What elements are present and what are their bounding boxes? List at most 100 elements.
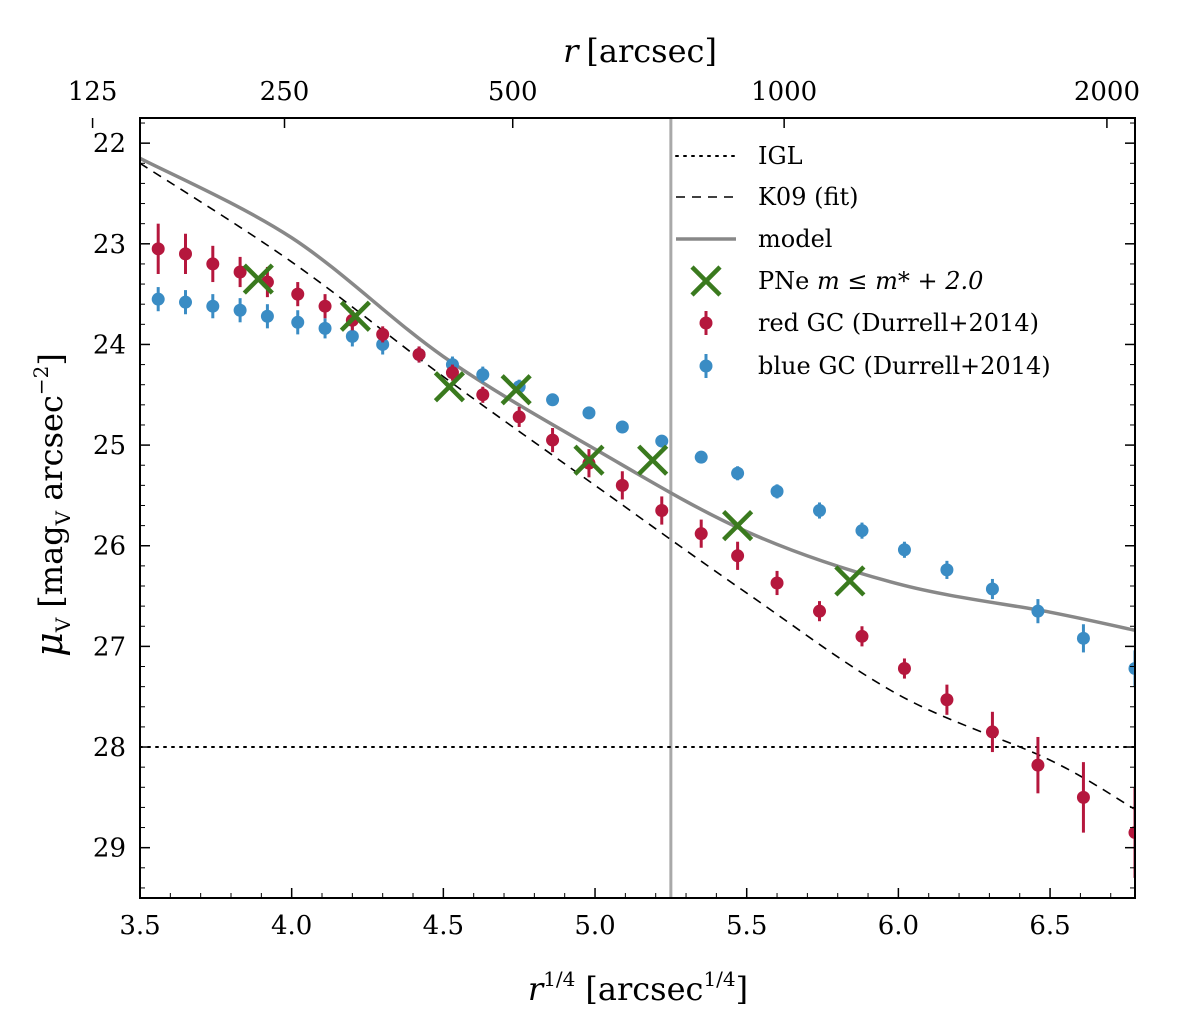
blue-gc-point-1 bbox=[179, 295, 193, 309]
x-top-tick-label-1: 250 bbox=[260, 77, 310, 107]
x-top-tick-label-0: 125 bbox=[68, 77, 118, 107]
y-tick-label-1: 23 bbox=[93, 230, 126, 260]
legend-label-4: red GC (Durrell+2014) bbox=[758, 309, 1039, 337]
blue-gc-point-20 bbox=[813, 504, 827, 518]
y-tick-label-4: 26 bbox=[93, 532, 126, 562]
k09-fit-curve bbox=[140, 162, 1135, 811]
y-tick-label-5: 27 bbox=[93, 632, 126, 662]
blue-gc-point-26 bbox=[1076, 631, 1090, 645]
blue-gc-point-23 bbox=[940, 563, 954, 577]
plot-frame bbox=[139, 117, 1136, 899]
blue-gc-point-13 bbox=[546, 393, 560, 407]
blue-gc-point-15 bbox=[615, 420, 629, 434]
red-gc-point-24 bbox=[985, 725, 999, 739]
pne-point-0 bbox=[242, 263, 274, 295]
pne-point-4 bbox=[573, 444, 605, 476]
y-tick-label-3: 25 bbox=[93, 431, 126, 461]
blue-gc-series bbox=[151, 287, 1135, 687]
legend-handle-blue-gc bbox=[699, 354, 713, 378]
red-gc-point-10 bbox=[445, 366, 459, 380]
blue-gc-point-5 bbox=[291, 315, 305, 329]
legend-handle-pne-stroke-b bbox=[690, 265, 722, 297]
red-gc-point-0 bbox=[151, 242, 165, 256]
red-gc-point-27 bbox=[1128, 826, 1135, 840]
data-layer bbox=[140, 118, 1135, 898]
red-gc-point-3 bbox=[233, 265, 247, 279]
blue-gc-point-3 bbox=[233, 303, 247, 317]
red-gc-point-19 bbox=[770, 576, 784, 590]
bottom-axis-label: r1/4 [arcsec1/4] bbox=[528, 967, 748, 1008]
legend-handle-red-gc bbox=[699, 311, 713, 335]
y-tick-label-6: 28 bbox=[93, 733, 126, 763]
blue-gc-point-0 bbox=[151, 292, 165, 306]
axes-layer: 3.5 4.0 4.5 5.0 5.5 6.0 6.5 125 250 500 1000 2000 22… bbox=[68, 77, 1140, 941]
red-gc-point-2 bbox=[206, 257, 220, 271]
y-tick-label-2: 24 bbox=[93, 330, 126, 360]
legend-handle-pne bbox=[690, 265, 722, 297]
legend-handle-blue-gc-dot bbox=[699, 359, 713, 373]
red-gc-point-9 bbox=[412, 348, 426, 362]
blue-gc-point-8 bbox=[376, 337, 390, 351]
x-bottom-tick-label-5: 6.0 bbox=[878, 911, 919, 941]
red-gc-point-21 bbox=[855, 629, 869, 643]
x-top-tick-label-2: 500 bbox=[488, 77, 538, 107]
x-bottom-tick-label-2: 4.5 bbox=[423, 911, 464, 941]
legend-handle-red-gc-dot bbox=[699, 316, 713, 330]
pne-point-1 bbox=[339, 300, 371, 332]
legend-label-1: K09 (fit) bbox=[758, 183, 858, 211]
pne-point-5 bbox=[637, 444, 669, 476]
red-gc-point-5 bbox=[291, 287, 305, 301]
blue-gc-point-4 bbox=[260, 309, 274, 323]
red-gc-point-18 bbox=[731, 549, 745, 563]
y-tick-label-0: 22 bbox=[93, 129, 126, 159]
red-gc-point-26 bbox=[1076, 790, 1090, 804]
x-bottom-tick-label-4: 5.5 bbox=[726, 911, 767, 941]
red-gc-point-6 bbox=[318, 299, 332, 313]
blue-gc-point-17 bbox=[694, 450, 708, 464]
pne-point-6-stroke-b bbox=[722, 510, 754, 542]
legend-label-0: IGL bbox=[758, 142, 803, 170]
red-gc-point-16 bbox=[655, 504, 669, 518]
pne-point-7 bbox=[834, 565, 866, 597]
pne-series bbox=[242, 263, 866, 597]
blue-gc-point-25 bbox=[1031, 604, 1045, 618]
blue-gc-point-11 bbox=[476, 368, 490, 382]
blue-gc-point-24 bbox=[985, 582, 999, 596]
blue-gc-point-18 bbox=[731, 466, 745, 480]
red-gc-point-22 bbox=[897, 662, 911, 676]
plot-area bbox=[140, 118, 1135, 898]
top-axis-label: r [arcsec] bbox=[563, 32, 717, 70]
pne-point-3-stroke-b bbox=[500, 374, 532, 406]
pne-point-5-stroke-b bbox=[637, 444, 669, 476]
legend-label-pne-prefix: PNe bbox=[758, 267, 817, 295]
red-gc-point-23 bbox=[940, 693, 954, 707]
blue-gc-point-16 bbox=[655, 434, 669, 448]
x-bottom-tick-label-3: 5.0 bbox=[574, 911, 615, 941]
y-axis-label: μV[magV arcsec−2] bbox=[27, 353, 75, 657]
pne-point-1-stroke-b bbox=[339, 300, 371, 332]
pne-point-6 bbox=[722, 510, 754, 542]
red-gc-point-1 bbox=[179, 247, 193, 261]
red-gc-point-13 bbox=[546, 433, 560, 447]
legend-label-5: blue GC (Durrell+2014) bbox=[758, 352, 1051, 380]
pne-point-4-stroke-b bbox=[573, 444, 605, 476]
x-bottom-tick-label-0: 3.5 bbox=[119, 911, 160, 941]
x-bottom-tick-label-6: 6.5 bbox=[1029, 911, 1070, 941]
legend-label-2: model bbox=[758, 225, 832, 253]
pne-point-2 bbox=[433, 371, 466, 403]
red-gc-point-25 bbox=[1031, 758, 1045, 772]
blue-gc-point-21 bbox=[855, 524, 869, 538]
blue-gc-point-27 bbox=[1128, 662, 1135, 676]
legend-label-pne: PNe m ≤ m* + 2.0 bbox=[758, 267, 983, 295]
red-gc-point-12 bbox=[512, 410, 526, 424]
x-top-tick-label-4: 2000 bbox=[1074, 77, 1140, 107]
model-curve bbox=[140, 156, 1135, 632]
y-tick-label-7: 29 bbox=[93, 834, 126, 864]
pne-point-2-stroke-b bbox=[433, 371, 466, 403]
red-gc-point-8 bbox=[376, 327, 390, 341]
blue-gc-point-14 bbox=[582, 406, 596, 420]
pne-point-7-stroke-b bbox=[834, 565, 866, 597]
blue-gc-point-19 bbox=[770, 484, 784, 498]
x-top-tick-label-3: 1000 bbox=[751, 77, 817, 107]
